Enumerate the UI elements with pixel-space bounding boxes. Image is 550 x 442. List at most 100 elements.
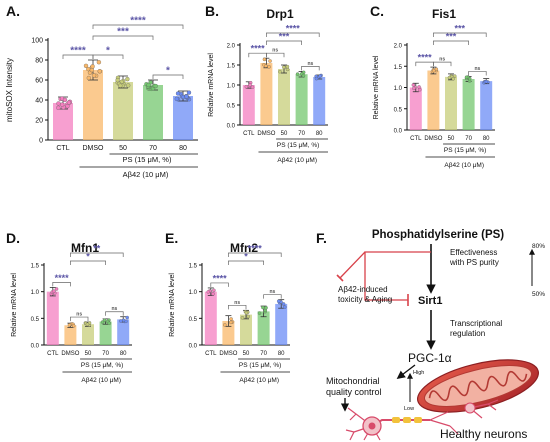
data-point: [257, 311, 262, 315]
data-point: [261, 305, 265, 310]
significance-label: ***: [279, 32, 290, 42]
significance-bracket: [433, 61, 452, 67]
bar-CTL: [409, 87, 422, 130]
y-axis-label: mitoSOX Intensity: [5, 58, 14, 122]
ab-group-label: Aβ42 (10 μM): [444, 162, 484, 169]
chart-mitosox: 0 20 40 60 80 100 mitoSOX Intensity CTL DMSO 50 70…: [5, 16, 198, 179]
y-tick-label: 2.0: [227, 44, 236, 50]
bar-70: [143, 85, 163, 140]
significance-bracket: [92, 35, 154, 40]
data-point: [96, 60, 102, 65]
y-axis-label: Relative mRNA level: [11, 273, 18, 337]
significance-bracket: [105, 311, 124, 316]
x-tick-label: DMSO: [61, 351, 79, 357]
data-point: [267, 65, 271, 69]
bar-80: [275, 303, 288, 345]
chart-title-fis1: Fis1: [432, 7, 456, 21]
significance-bracket: [210, 282, 229, 287]
y-tick-label: 60: [35, 78, 43, 85]
y-tick-label: 1.0: [227, 84, 236, 90]
x-tick-label: 80: [483, 136, 490, 142]
purity-high-label: 80%: [532, 243, 545, 250]
x-tick-label: 70: [298, 131, 305, 137]
data-point: [52, 289, 56, 293]
y-tick-label: 0: [39, 138, 43, 145]
x-tick-label: 70: [260, 351, 267, 357]
y-tick-label: 1.5: [189, 264, 198, 270]
data-point: [244, 311, 249, 315]
chart-title-drp1: Drp1: [266, 7, 294, 21]
data-point: [146, 82, 151, 88]
data-point: [277, 299, 281, 303]
x-tick-label: CTL: [56, 145, 69, 152]
significance-label: ****: [55, 273, 70, 283]
data-point: [107, 321, 112, 325]
sirt1-label: Sirt1: [418, 295, 442, 307]
significance-label: ns: [234, 300, 240, 306]
bar-50: [445, 76, 457, 130]
toxicity-label-line2: toxicity & Aging: [338, 295, 392, 304]
data-point: [246, 314, 250, 319]
toxicity-label-line1: Aβ42-induced: [338, 285, 388, 294]
significance-bracket: [70, 260, 106, 265]
neuron-illustration: [345, 399, 499, 441]
x-tick-label: 50: [119, 145, 127, 152]
effectiveness-label-line2: with PS purity: [449, 258, 499, 267]
data-point: [264, 64, 268, 68]
data-point: [447, 75, 452, 80]
pgc-to-mito-arrow: [396, 364, 416, 380]
bar-50: [240, 314, 252, 345]
data-point: [62, 97, 68, 103]
bar-70: [462, 79, 475, 130]
significance-label: ****: [70, 46, 86, 57]
y-tick-label: 0.0: [31, 344, 40, 350]
x-tick-label: 80: [120, 351, 127, 357]
bar-50: [278, 69, 290, 125]
y-tick-label: 0.5: [31, 317, 40, 323]
y-tick-label: 1.5: [227, 64, 236, 70]
x-tick-label: DMSO: [83, 145, 105, 152]
chart-title-mfn1: Mfn1: [71, 241, 99, 255]
y-tick-label: 20: [35, 118, 43, 125]
data-point: [56, 101, 61, 106]
chart-fis1: 0.0 0.5 1.0 1.5 2.0 Relative mRNA level CTL DMS…: [373, 24, 495, 169]
data-point: [285, 64, 290, 69]
x-tick-label: CTL: [410, 136, 422, 142]
data-point: [125, 77, 130, 82]
bar-DMSO: [83, 70, 103, 140]
effectiveness-label-line1: Effectiveness: [450, 248, 497, 257]
x-tick-label: 70: [465, 136, 472, 142]
y-tick-label: 0.0: [394, 129, 403, 135]
y-tick-label: 0.5: [189, 317, 198, 323]
data-point: [314, 76, 319, 81]
y-tick-label: 1.0: [31, 290, 40, 296]
data-point: [418, 87, 422, 92]
y-axis-label: Relative mRNA level: [208, 53, 215, 117]
significance-bracket: [266, 40, 302, 45]
data-point: [90, 64, 95, 69]
panel-label-c: C.: [370, 3, 384, 19]
data-point: [83, 63, 89, 68]
ps-group-label: PS (15 μM, %): [277, 142, 319, 149]
chart-drp1: 0.0 0.5 1.0 1.5 2.0 Relative mRNA level CTL DMS…: [208, 24, 328, 164]
ab-group-label: Aβ42 (10 μM): [239, 377, 279, 384]
data-point: [240, 316, 245, 320]
ps-group-label: PS (15 μM, %): [123, 155, 172, 164]
x-tick-label: DMSO: [424, 136, 442, 142]
significance-label: ns: [307, 61, 313, 67]
ps-group-label: PS (15 μM, %): [81, 362, 123, 369]
data-point: [250, 85, 255, 89]
significance-bracket: [70, 252, 124, 257]
bar-50: [113, 82, 133, 140]
significance-bracket: [266, 32, 320, 37]
inhibition-diagonal: [339, 251, 366, 279]
panel-label-a: A.: [6, 3, 20, 19]
data-point: [115, 77, 120, 83]
significance-label: ****: [251, 44, 266, 54]
data-point: [66, 100, 72, 105]
data-point: [282, 65, 286, 70]
significance-label: ns: [272, 48, 278, 54]
significance-label: *: [166, 66, 170, 77]
data-point: [153, 83, 158, 89]
